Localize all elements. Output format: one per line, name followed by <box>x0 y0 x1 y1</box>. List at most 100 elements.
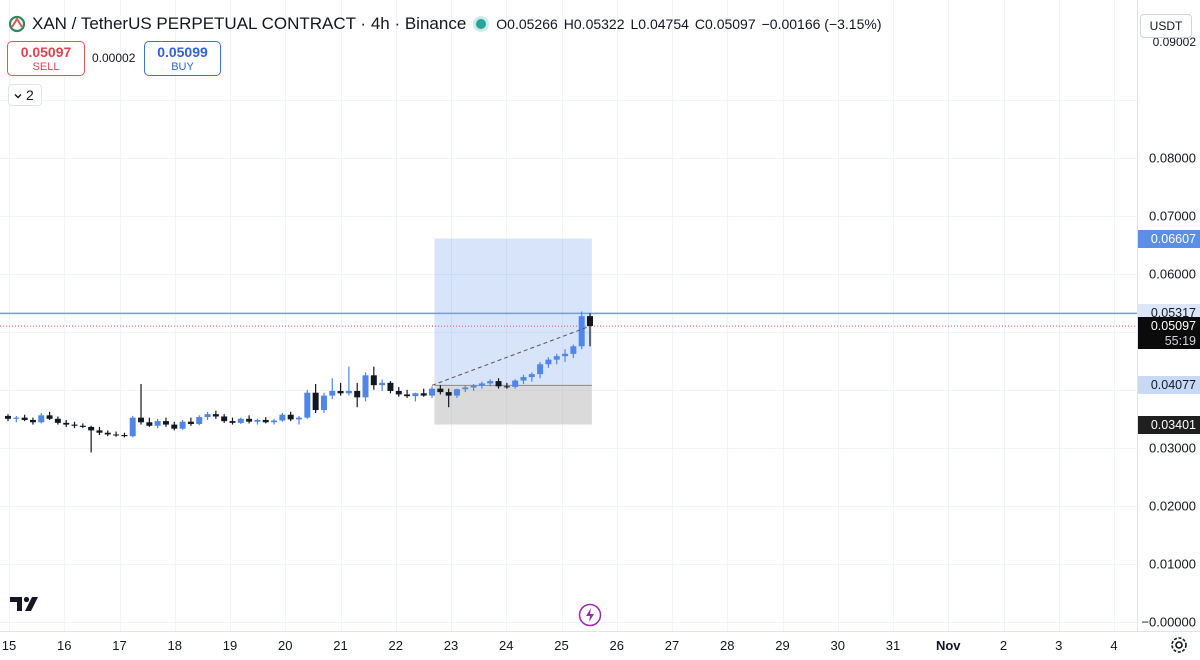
candle-body[interactable] <box>229 421 236 423</box>
candle-body[interactable] <box>395 390 402 395</box>
candle-body[interactable] <box>162 421 169 425</box>
chart-plot-area[interactable] <box>0 0 1137 631</box>
candle-body[interactable] <box>21 417 28 420</box>
candle-body[interactable] <box>154 421 161 426</box>
candle-body[interactable] <box>54 418 61 423</box>
spread-value: 0.00002 <box>92 51 136 65</box>
candle-body[interactable] <box>129 417 136 437</box>
candle-body[interactable] <box>528 374 535 378</box>
candle-body[interactable] <box>470 385 477 388</box>
candle-body[interactable] <box>88 426 95 431</box>
candle-body[interactable] <box>354 390 361 398</box>
buy-button[interactable]: 0.05099 BUY <box>144 41 221 76</box>
candle-body[interactable] <box>196 417 203 425</box>
candle-body[interactable] <box>304 392 311 418</box>
candle-body[interactable] <box>287 414 294 420</box>
price-scale[interactable]: 0.08000 0.07000 0.06000 0.03000 0.02000 0.010… <box>1137 0 1200 631</box>
candle-body[interactable] <box>570 346 577 354</box>
candle-body[interactable] <box>46 415 53 419</box>
candle-body[interactable] <box>204 414 211 418</box>
candle-body[interactable] <box>237 418 244 423</box>
candle-body[interactable] <box>296 417 302 420</box>
candle-body[interactable] <box>578 316 585 347</box>
candle-body[interactable] <box>370 375 377 386</box>
y-tick-label: 0.01000 <box>1149 556 1196 572</box>
tradingview-logo-icon[interactable] <box>10 594 44 614</box>
candle-body[interactable] <box>13 417 20 419</box>
entry-price-tag[interactable]: 0.04077 <box>1138 376 1200 395</box>
candle-body[interactable] <box>437 388 444 393</box>
candle-body[interactable] <box>337 390 344 394</box>
candle-body[interactable] <box>38 415 45 423</box>
target-zone[interactable] <box>434 238 592 386</box>
candle-body[interactable] <box>429 388 436 396</box>
candle-body[interactable] <box>420 393 427 396</box>
candle-body[interactable] <box>345 390 352 394</box>
lightning-icon[interactable] <box>578 603 602 627</box>
candle-body[interactable] <box>246 418 253 422</box>
candle-body[interactable] <box>487 381 494 384</box>
candle-body[interactable] <box>362 375 369 398</box>
time-scale[interactable]: 15 16 17 18 19 20 21 22 23 24 25 26 27 28 29 30 31 Nov 2 3 4 <box>0 631 1200 660</box>
stop-zone[interactable] <box>434 385 592 425</box>
candle-body[interactable] <box>113 434 120 436</box>
candle-body[interactable] <box>262 419 269 423</box>
candle-body[interactable] <box>412 393 419 397</box>
candle-body[interactable] <box>5 415 11 419</box>
last-price-tag[interactable]: 0.05097 55:19 <box>1138 317 1200 350</box>
candle-body[interactable] <box>387 382 394 391</box>
currency-selector[interactable]: USDT <box>1140 14 1192 38</box>
indicators-toggle-button[interactable]: 2 <box>8 84 42 106</box>
candle-body[interactable] <box>221 416 228 422</box>
candle-body[interactable] <box>79 425 86 427</box>
candle-body[interactable] <box>478 383 485 386</box>
sell-button[interactable]: 0.05097 SELL <box>7 41 85 76</box>
y-tick-label: 0.02000 <box>1149 498 1196 514</box>
candle-body[interactable] <box>503 386 510 388</box>
target-price-tag[interactable]: 0.06607 <box>1138 229 1200 248</box>
candle-body[interactable] <box>553 356 560 360</box>
candle-body[interactable] <box>320 395 327 411</box>
candle-body[interactable] <box>462 387 469 390</box>
candle-body[interactable] <box>445 392 452 396</box>
candle-body[interactable] <box>179 421 186 429</box>
candle-body[interactable] <box>312 392 319 411</box>
candle-body[interactable] <box>271 420 278 423</box>
candle-body[interactable] <box>329 390 336 396</box>
settings-gear-icon[interactable] <box>1168 634 1190 656</box>
y-tick-label: 0.03000 <box>1149 440 1196 456</box>
x-tick-label: 19 <box>222 638 238 653</box>
x-tick-label: Nov <box>935 638 961 653</box>
candle-body[interactable] <box>96 430 103 433</box>
candle-body[interactable] <box>279 414 286 421</box>
candle-body[interactable] <box>587 316 593 326</box>
x-tick-label: 31 <box>885 638 901 653</box>
x-tick-label: 30 <box>830 638 845 653</box>
candle-body[interactable] <box>71 424 78 426</box>
candle-body[interactable] <box>212 414 219 417</box>
candle-body[interactable] <box>520 377 527 381</box>
candle-body[interactable] <box>254 419 261 422</box>
candle-body[interactable] <box>453 389 460 396</box>
stop-price-tag[interactable]: 0.03401 <box>1138 415 1200 434</box>
candle-body[interactable] <box>138 417 145 423</box>
candle-body[interactable] <box>545 359 552 365</box>
candle-body[interactable] <box>495 381 502 387</box>
candle-body[interactable] <box>537 364 544 375</box>
candle-body[interactable] <box>63 422 70 425</box>
candle-body[interactable] <box>512 380 519 387</box>
x-tick-label: 2 <box>999 638 1008 653</box>
symbol-title[interactable]: XAN / TetherUS PERPETUAL CONTRACT · 4h ·… <box>32 14 467 33</box>
candle-body[interactable] <box>562 353 569 357</box>
candle-body[interactable] <box>379 382 386 386</box>
candle-body[interactable] <box>104 432 111 435</box>
candle-body[interactable] <box>171 424 178 429</box>
candle-body[interactable] <box>187 421 194 425</box>
candle-body[interactable] <box>404 394 411 397</box>
candle-body[interactable] <box>121 435 128 437</box>
candlestick-chart[interactable] <box>0 0 1137 631</box>
x-tick-label: 3 <box>1055 638 1063 653</box>
candle-body[interactable] <box>29 419 36 423</box>
top-cut-price-tag[interactable]: 0.09002 <box>1152 36 1196 48</box>
candle-body[interactable] <box>146 422 153 426</box>
